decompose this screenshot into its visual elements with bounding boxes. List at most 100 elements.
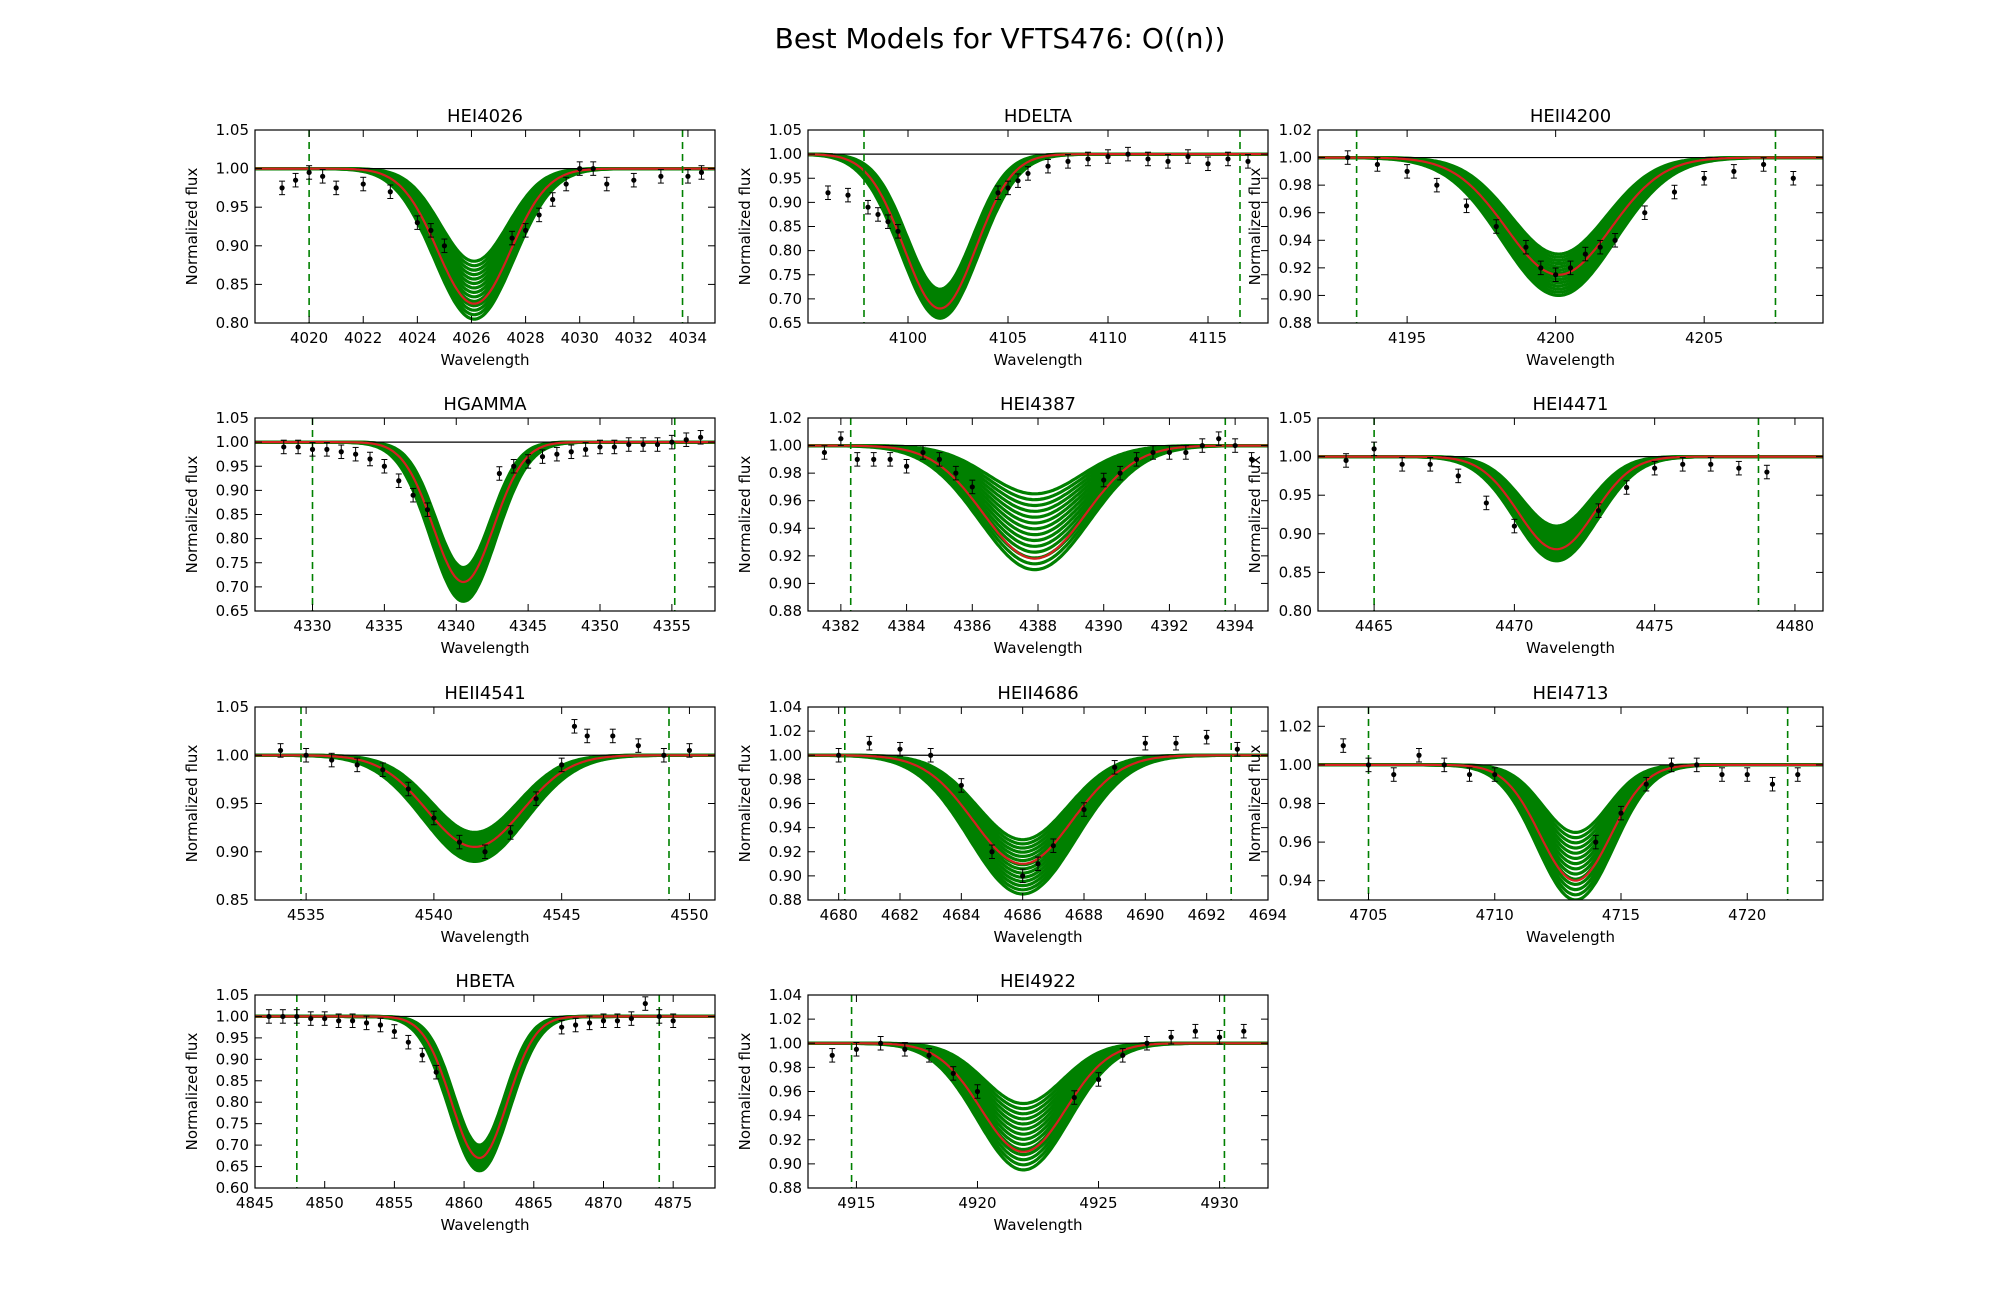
- x-tick-label: 4694: [1249, 906, 1287, 924]
- x-axis-label: Wavelength: [441, 639, 530, 657]
- model-curve: [808, 753, 1268, 850]
- x-axis-label: Wavelength: [994, 351, 1083, 369]
- model-curve: [255, 1014, 715, 1153]
- model-curve: [1318, 763, 1823, 845]
- model-curve: [808, 753, 1268, 859]
- data-point: [936, 456, 943, 462]
- model-curve: [808, 753, 1268, 863]
- x-tick-label: 4850: [306, 1194, 344, 1212]
- data-point: [1142, 740, 1148, 746]
- model-curve: [808, 444, 1268, 554]
- x-tick-label: 4020: [290, 329, 328, 347]
- model-curve: [255, 753, 715, 855]
- data-point: [1199, 442, 1205, 449]
- x-tick-label: 4032: [615, 329, 653, 347]
- model-curve: [1318, 455, 1823, 542]
- model-curve: [255, 167, 715, 277]
- model-curve: [808, 444, 1268, 566]
- axes-frame: [807, 994, 1269, 1189]
- data-point: [396, 478, 402, 484]
- data-point: [456, 839, 463, 845]
- data-point: [1204, 734, 1210, 740]
- y-tick-label: 0.65: [769, 314, 802, 332]
- data-point: [1120, 1052, 1126, 1058]
- data-point: [1671, 189, 1678, 195]
- x-tick-label: 4382: [822, 617, 860, 635]
- x-tick-label: 4682: [881, 906, 919, 924]
- data-point: [1790, 175, 1796, 181]
- data-point: [614, 1018, 621, 1024]
- x-tick-label: 4690: [1126, 906, 1164, 924]
- x-tick-label: 4115: [1189, 329, 1227, 347]
- model-curve: [1318, 763, 1823, 855]
- data-point: [1343, 457, 1349, 464]
- data-point: [974, 1088, 981, 1095]
- data-point: [958, 782, 964, 789]
- data-point: [1795, 771, 1801, 778]
- data-point: [1374, 161, 1381, 168]
- data-point: [1117, 470, 1123, 476]
- y-tick-label: 1.02: [769, 722, 802, 740]
- data-point: [496, 470, 502, 477]
- x-tick-label: 4915: [837, 1194, 875, 1212]
- x-tick-label: 4195: [1388, 329, 1426, 347]
- y-tick-label: 0.85: [216, 275, 249, 293]
- data-point: [1144, 1040, 1150, 1046]
- data-point: [670, 1018, 676, 1024]
- plot-area: [255, 418, 715, 611]
- data-point: [1760, 161, 1767, 168]
- model-curve: [255, 753, 715, 864]
- model-curve: [1318, 455, 1823, 539]
- panel-title: HEII4541: [444, 683, 525, 704]
- data-point: [1371, 446, 1377, 452]
- y-tick-label: 1.00: [216, 746, 249, 764]
- model-curve: [1318, 156, 1823, 291]
- data-point: [1105, 153, 1111, 160]
- model-curve: [808, 753, 1268, 892]
- model-curve: [1318, 455, 1823, 528]
- model-curve: [808, 753, 1268, 888]
- data-point: [1567, 265, 1574, 271]
- data-point: [1391, 771, 1397, 778]
- y-tick-label: 0.80: [216, 314, 249, 332]
- model-curve: [1318, 156, 1823, 259]
- data-point: [1234, 746, 1240, 752]
- y-tick-label: 1.00: [769, 437, 802, 455]
- model-curve: [808, 1041, 1268, 1131]
- model-curve: [1318, 763, 1823, 866]
- data-point: [1624, 484, 1630, 491]
- model-curve: [808, 444, 1268, 548]
- x-tick-label: 4480: [1776, 617, 1814, 635]
- data-point: [322, 1015, 328, 1022]
- data-point: [1173, 740, 1179, 746]
- data-point: [405, 786, 411, 792]
- model-curve: [808, 152, 1268, 296]
- data-point: [1166, 449, 1173, 456]
- data-point: [583, 446, 589, 452]
- data-point: [380, 767, 386, 773]
- model-curve: [808, 753, 1268, 884]
- y-axis-label: Normalized flux: [183, 168, 201, 286]
- data-point: [1165, 158, 1171, 164]
- x-axis-label: Wavelength: [441, 1216, 530, 1234]
- data-point: [1441, 762, 1447, 768]
- data-point: [969, 484, 975, 490]
- data-point: [928, 752, 934, 758]
- data-point: [433, 1069, 439, 1075]
- data-point: [306, 169, 312, 176]
- data-point: [1245, 158, 1251, 164]
- data-point: [482, 849, 488, 855]
- x-tick-label: 4340: [437, 617, 475, 635]
- data-point: [1719, 771, 1725, 778]
- data-point: [1642, 210, 1648, 216]
- data-point: [1492, 771, 1498, 778]
- model-curve: [808, 1041, 1268, 1157]
- data-point: [1248, 456, 1255, 462]
- model-curve: [808, 444, 1268, 572]
- y-tick-label: 0.96: [769, 492, 802, 510]
- y-tick-label: 0.96: [1279, 204, 1312, 222]
- data-point: [654, 441, 661, 448]
- data-point: [354, 762, 360, 768]
